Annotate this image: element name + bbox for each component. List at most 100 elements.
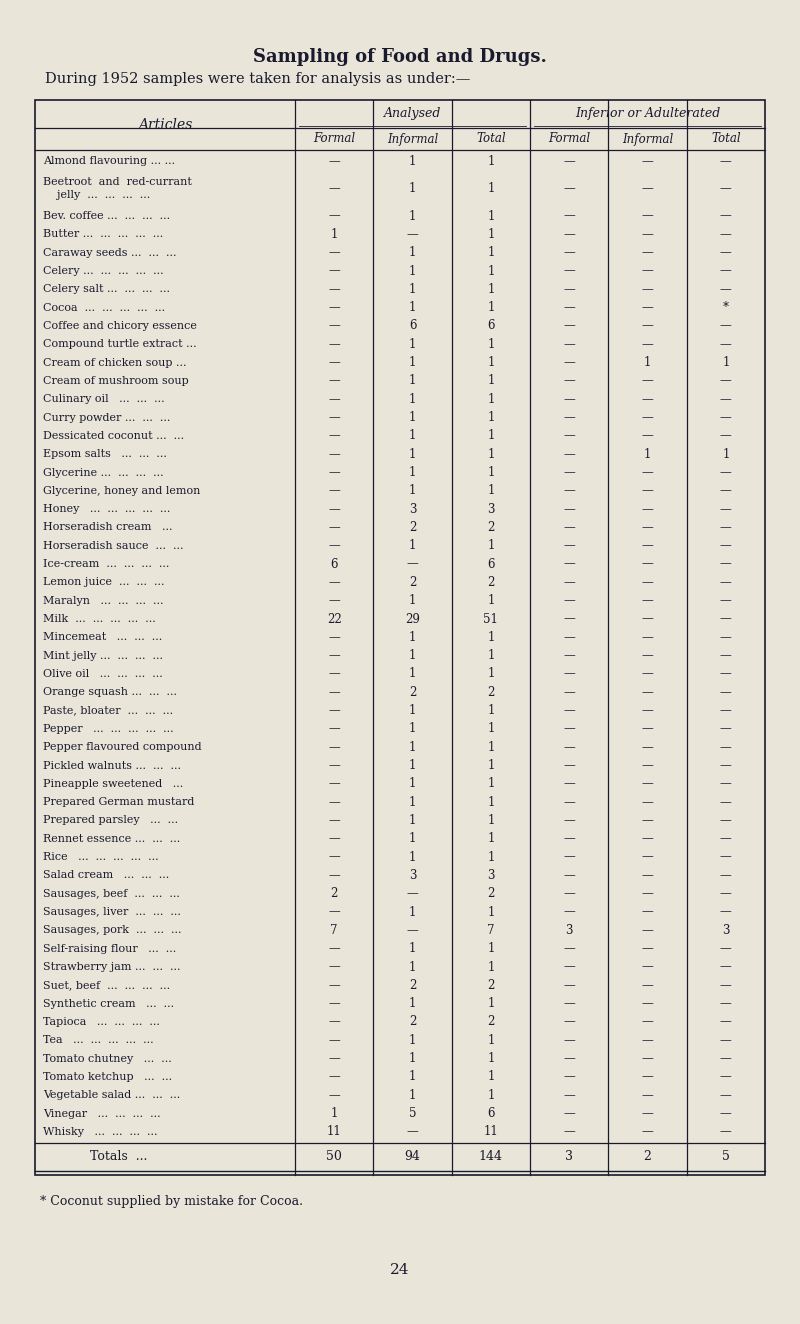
Text: Glycerine, honey and lemon: Glycerine, honey and lemon <box>43 486 200 495</box>
Text: 1: 1 <box>409 796 416 809</box>
Text: 1: 1 <box>487 630 494 643</box>
Text: —: — <box>328 301 340 314</box>
Text: —: — <box>642 906 654 919</box>
Text: —: — <box>642 503 654 515</box>
Text: —: — <box>720 759 732 772</box>
Text: —: — <box>720 246 732 260</box>
Text: —: — <box>328 576 340 589</box>
Text: —: — <box>328 594 340 608</box>
Text: 1: 1 <box>409 429 416 442</box>
Text: —: — <box>642 338 654 351</box>
Text: —: — <box>720 1070 732 1083</box>
Text: Salad cream   ...  ...  ...: Salad cream ... ... ... <box>43 870 170 880</box>
Text: 1: 1 <box>487 448 494 461</box>
Text: 1: 1 <box>487 466 494 479</box>
Text: 94: 94 <box>405 1151 421 1164</box>
Text: —: — <box>720 997 732 1010</box>
Text: —: — <box>328 466 340 479</box>
Text: —: — <box>328 869 340 882</box>
Text: 1: 1 <box>487 814 494 828</box>
Text: 1: 1 <box>487 183 494 195</box>
Text: Milk  ...  ...  ...  ...  ...: Milk ... ... ... ... ... <box>43 614 156 624</box>
Text: —: — <box>642 1034 654 1047</box>
Text: Tea   ...  ...  ...  ...  ...: Tea ... ... ... ... ... <box>43 1035 154 1045</box>
Text: Celery salt ...  ...  ...  ...: Celery salt ... ... ... ... <box>43 285 170 294</box>
Text: —: — <box>563 155 575 168</box>
Text: —: — <box>720 960 732 973</box>
Text: 1: 1 <box>409 393 416 405</box>
Text: —: — <box>328 978 340 992</box>
Text: —: — <box>328 1070 340 1083</box>
Text: —: — <box>563 209 575 222</box>
Text: 6: 6 <box>487 319 494 332</box>
Text: 1: 1 <box>330 1107 338 1120</box>
Text: Pineapple sweetened   ...: Pineapple sweetened ... <box>43 779 183 789</box>
Bar <box>35 101 765 1174</box>
Text: —: — <box>720 1088 732 1102</box>
Text: —: — <box>328 448 340 461</box>
Text: Analysed: Analysed <box>384 107 441 120</box>
Text: —: — <box>720 283 732 295</box>
Text: 1: 1 <box>409 283 416 295</box>
Text: 3: 3 <box>409 869 416 882</box>
Text: —: — <box>328 759 340 772</box>
Text: —: — <box>642 613 654 625</box>
Text: 1: 1 <box>487 1034 494 1047</box>
Text: 1: 1 <box>409 448 416 461</box>
Text: Articles: Articles <box>138 118 192 132</box>
Text: 2: 2 <box>487 978 494 992</box>
Text: —: — <box>563 429 575 442</box>
Text: —: — <box>406 557 418 571</box>
Text: 1: 1 <box>487 777 494 790</box>
Text: 1: 1 <box>409 704 416 718</box>
Text: —: — <box>328 740 340 753</box>
Text: 1: 1 <box>487 356 494 369</box>
Text: —: — <box>720 796 732 809</box>
Text: —: — <box>642 520 654 534</box>
Text: Pickled walnuts ...  ...  ...: Pickled walnuts ... ... ... <box>43 760 181 771</box>
Text: 1: 1 <box>409 850 416 863</box>
Text: 1: 1 <box>487 209 494 222</box>
Text: —: — <box>642 1016 654 1029</box>
Text: —: — <box>642 796 654 809</box>
Text: —: — <box>328 943 340 955</box>
Text: 1: 1 <box>409 466 416 479</box>
Text: Prepared German mustard: Prepared German mustard <box>43 797 194 808</box>
Text: —: — <box>642 228 654 241</box>
Text: —: — <box>720 869 732 882</box>
Text: —: — <box>563 1107 575 1120</box>
Text: —: — <box>720 557 732 571</box>
Text: 1: 1 <box>409 356 416 369</box>
Text: 1: 1 <box>487 338 494 351</box>
Text: —: — <box>563 265 575 278</box>
Text: 11: 11 <box>483 1125 498 1139</box>
Text: —: — <box>642 924 654 937</box>
Text: Pepper flavoured compound: Pepper flavoured compound <box>43 743 202 752</box>
Text: —: — <box>642 1107 654 1120</box>
Text: —: — <box>328 667 340 681</box>
Text: —: — <box>720 630 732 643</box>
Text: 1: 1 <box>487 850 494 863</box>
Text: Informal: Informal <box>387 132 438 146</box>
Text: Almond flavouring ... ...: Almond flavouring ... ... <box>43 156 175 166</box>
Text: 2: 2 <box>409 1016 416 1029</box>
Text: 2: 2 <box>487 686 494 699</box>
Text: 2: 2 <box>487 1016 494 1029</box>
Text: —: — <box>563 1070 575 1083</box>
Text: 6: 6 <box>487 1107 494 1120</box>
Text: —: — <box>720 594 732 608</box>
Text: Celery ...  ...  ...  ...  ...: Celery ... ... ... ... ... <box>43 266 164 275</box>
Text: —: — <box>720 485 732 498</box>
Text: —: — <box>642 960 654 973</box>
Text: —: — <box>328 649 340 662</box>
Text: —: — <box>720 319 732 332</box>
Text: 1: 1 <box>722 448 730 461</box>
Text: —: — <box>642 557 654 571</box>
Text: —: — <box>328 960 340 973</box>
Text: 1: 1 <box>487 943 494 955</box>
Text: 1: 1 <box>487 649 494 662</box>
Text: —: — <box>720 906 732 919</box>
Text: 1: 1 <box>487 155 494 168</box>
Text: 1: 1 <box>409 814 416 828</box>
Text: 3: 3 <box>722 924 730 937</box>
